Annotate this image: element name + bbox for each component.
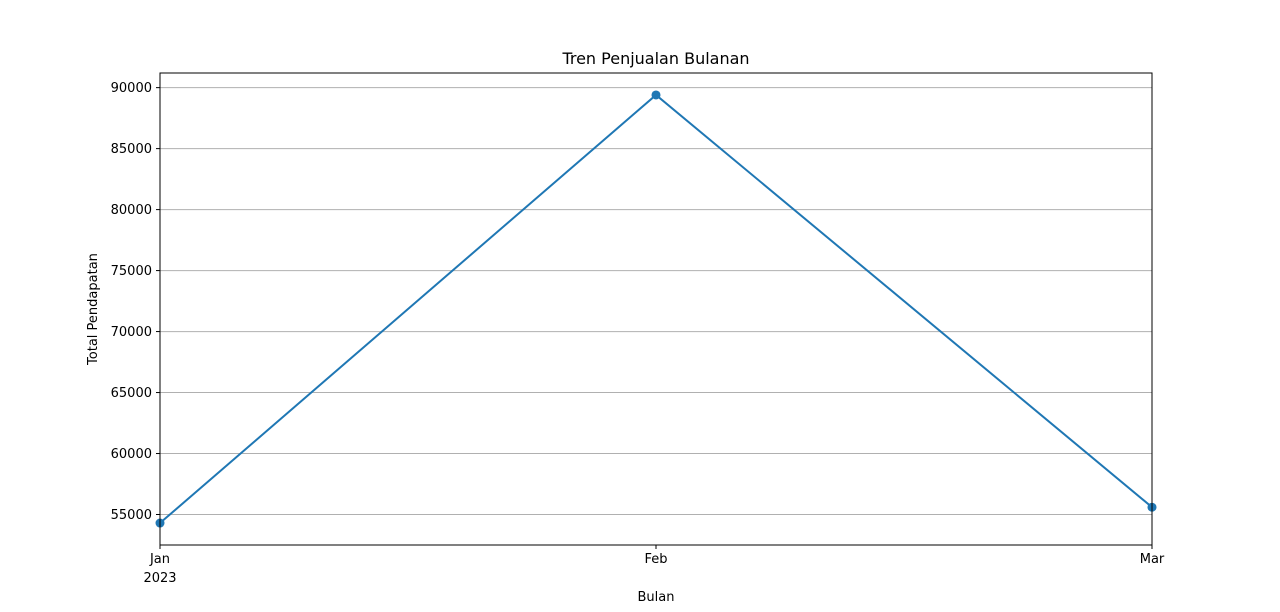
y-tick-label: 60000 [111,447,152,462]
series-line [159,93,1153,524]
y-gridlines [160,87,1152,516]
y-axis-label: Total Pendapatan [86,253,101,366]
y-tick-label: 90000 [111,81,152,96]
data-point [651,90,661,100]
y-tick-label: 85000 [111,142,152,157]
plot-frame [159,72,1153,546]
y-axis-ticks: 55000 60000 65000 70000 75000 80000 85000 90000 [111,81,160,523]
x-tick-label: Jan [149,552,170,567]
x-axis-ticks: Jan 2023 Feb Mar [143,545,1165,586]
y-tick-label: 80000 [111,203,152,218]
y-tick-label: 70000 [111,325,152,340]
y-tick-label: 75000 [111,264,152,279]
chart-title: Tren Penjualan Bulanan [562,49,750,68]
data-series [155,90,1157,528]
x-tick-label: Feb [644,552,667,567]
x-tick-label: Mar [1140,552,1165,567]
y-tick-label: 55000 [111,508,152,523]
x-axis-label: Bulan [638,590,675,605]
y-tick-label: 65000 [111,386,152,401]
x-tick-sublabel: 2023 [143,571,176,586]
